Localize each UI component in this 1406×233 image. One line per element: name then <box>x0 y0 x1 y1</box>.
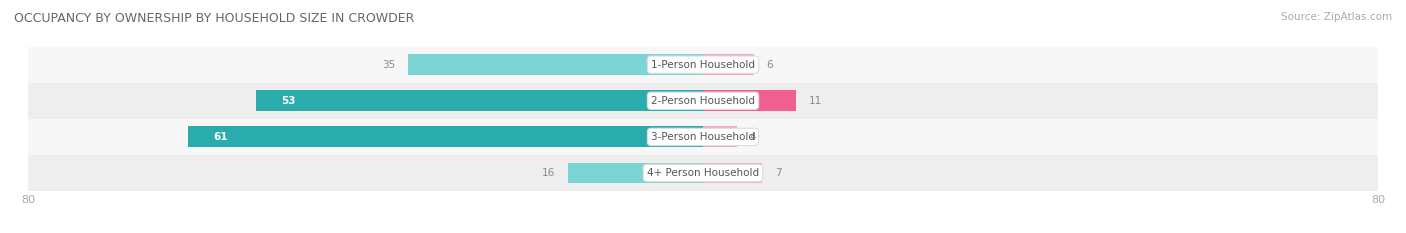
Bar <box>28 83 1378 119</box>
Bar <box>703 127 737 147</box>
Text: 11: 11 <box>808 96 821 106</box>
Text: Source: ZipAtlas.com: Source: ZipAtlas.com <box>1281 12 1392 22</box>
Bar <box>703 163 762 183</box>
Text: 4+ Person Household: 4+ Person Household <box>647 168 759 178</box>
Bar <box>703 54 754 75</box>
Bar <box>568 163 703 183</box>
Text: 61: 61 <box>214 132 228 142</box>
Bar <box>28 155 1378 191</box>
Text: 6: 6 <box>766 60 773 70</box>
Bar <box>28 119 1378 155</box>
Text: OCCUPANCY BY OWNERSHIP BY HOUSEHOLD SIZE IN CROWDER: OCCUPANCY BY OWNERSHIP BY HOUSEHOLD SIZE… <box>14 12 415 25</box>
Text: 35: 35 <box>382 60 395 70</box>
Text: 16: 16 <box>543 168 555 178</box>
Text: 4: 4 <box>749 132 756 142</box>
Text: 3-Person Household: 3-Person Household <box>651 132 755 142</box>
Bar <box>28 47 1378 83</box>
Bar <box>188 127 703 147</box>
Text: 53: 53 <box>281 96 295 106</box>
Bar <box>408 54 703 75</box>
Text: 1-Person Household: 1-Person Household <box>651 60 755 70</box>
Text: 7: 7 <box>775 168 782 178</box>
Text: 2-Person Household: 2-Person Household <box>651 96 755 106</box>
Bar <box>703 90 796 111</box>
Bar <box>256 90 703 111</box>
